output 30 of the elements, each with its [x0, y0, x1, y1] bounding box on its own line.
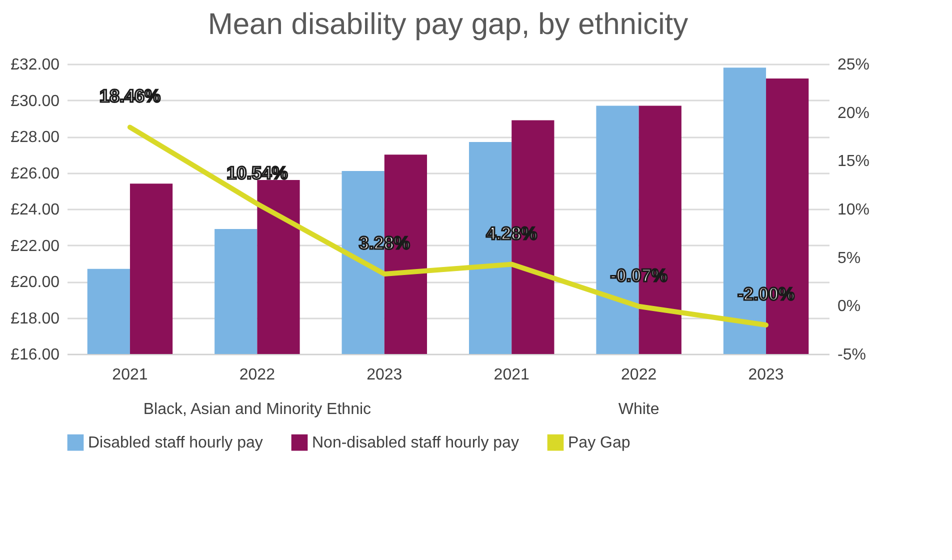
y-tick-label: £30.00 [10, 92, 60, 110]
y-tick-label: £16.00 [10, 346, 60, 364]
y-tick-label: £18.00 [10, 310, 60, 328]
legend-label: Pay Gap [568, 434, 630, 452]
y-tick-label: £24.00 [10, 202, 60, 218]
x-tick-label: 2023 [366, 366, 402, 384]
data-label: 18.46% [99, 86, 160, 106]
y-tick-label: £32.00 [10, 56, 60, 74]
legend-label: Non-disabled staff hourly pay [312, 434, 519, 452]
x-tick-label: 2021 [112, 366, 148, 384]
y2-tick-label: 5% [838, 250, 861, 267]
x-tick-label: 2022 [239, 366, 276, 384]
y-tick-label: £28.00 [10, 129, 60, 146]
text: White [618, 401, 660, 418]
chart-title: Mean disability pay gap, by ethnicity [208, 8, 688, 41]
y2-tick-label: 25% [838, 56, 870, 74]
y2-tick-label: -5% [838, 346, 866, 364]
y2-tick-label: 20% [838, 104, 870, 122]
y2-tick-label: 15% [838, 153, 870, 170]
text: Black, Asian and Minority Ethnic [143, 401, 372, 418]
y-tick-label: £22.00 [10, 238, 60, 255]
data-label: -2.00% [738, 284, 795, 304]
legend-label: Disabled staff hourly pay [88, 434, 263, 452]
x-tick-label: 2021 [494, 366, 530, 384]
y2-tick-label: 10% [838, 202, 870, 218]
x-tick-label: 2022 [621, 366, 657, 384]
x-tick-label: 2023 [748, 366, 784, 384]
y-tick-label: £26.00 [10, 165, 60, 182]
y2-tick-label: 0% [838, 298, 861, 316]
y-tick-label: £20.00 [10, 274, 60, 291]
